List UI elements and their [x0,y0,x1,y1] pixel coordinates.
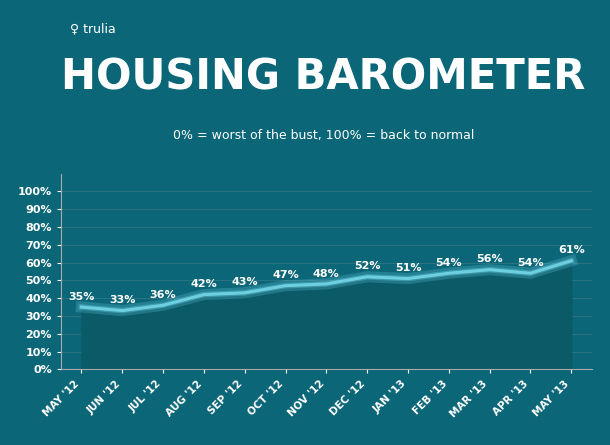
Text: 47%: 47% [272,271,299,280]
Text: HOUSING BAROMETER: HOUSING BAROMETER [61,57,586,99]
Text: 61%: 61% [558,246,584,255]
Text: 56%: 56% [476,255,503,264]
Text: 36%: 36% [149,290,176,300]
Text: 48%: 48% [313,269,340,279]
Text: HOUSING BAROMETER: HOUSING BAROMETER [61,57,586,99]
Text: 54%: 54% [517,258,544,268]
Text: 0% = worst of the bust, 100% = back to normal: 0% = worst of the bust, 100% = back to n… [173,129,474,142]
Text: ♀ trulia: ♀ trulia [70,22,116,36]
Text: 51%: 51% [395,263,422,273]
Text: 54%: 54% [436,258,462,268]
Text: 52%: 52% [354,262,381,271]
Text: 42%: 42% [190,279,217,289]
Text: 33%: 33% [109,295,135,305]
Text: 35%: 35% [68,292,95,302]
Text: HOUSING BAROMETER: HOUSING BAROMETER [61,57,586,99]
Text: 43%: 43% [231,278,258,287]
Text: HOUSING BAROMETER: HOUSING BAROMETER [61,57,586,99]
